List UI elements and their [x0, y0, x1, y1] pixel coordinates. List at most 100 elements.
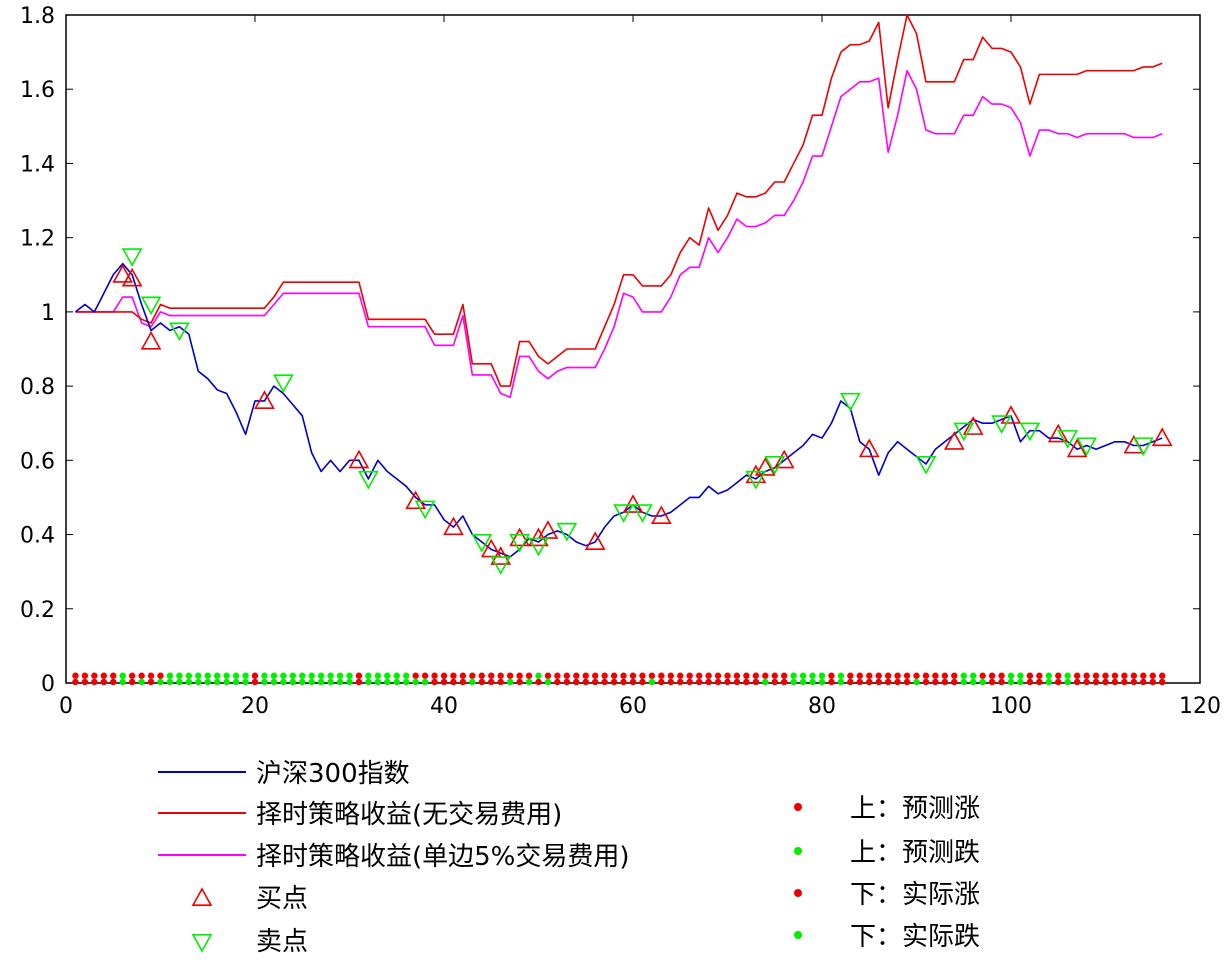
buy-marker	[1151, 427, 1173, 447]
lower-dot	[582, 678, 589, 686]
upper-dot	[157, 672, 164, 679]
x-axis: 0 20 40 60 80 100 120	[59, 15, 1221, 719]
series-lines	[74, 14, 1163, 558]
upper-dot	[610, 672, 618, 679]
upper-dot	[695, 672, 703, 679]
lower-dot	[818, 678, 826, 686]
lower-dot	[128, 678, 136, 686]
upper-dot	[1045, 672, 1053, 679]
legend-label-upper-up: 上：预测涨	[850, 794, 980, 824]
upper-dot	[866, 672, 873, 679]
x-tick-label: 120	[1179, 694, 1221, 719]
legend-swatch-upper-down	[794, 847, 802, 855]
lower-dot	[1121, 678, 1128, 686]
lower-dot	[762, 678, 769, 686]
lower-dot	[289, 678, 296, 686]
upper-dot	[554, 672, 561, 679]
upper-dot	[951, 672, 958, 679]
sell-marker	[414, 500, 436, 520]
upper-dot	[1036, 672, 1043, 679]
lower-dot	[412, 678, 419, 686]
upper-dot	[251, 672, 259, 679]
lower-dot	[91, 678, 98, 686]
lower-dot	[450, 678, 457, 686]
lower-dot	[1064, 678, 1071, 686]
lower-dot	[752, 678, 760, 686]
lower-dot	[573, 678, 580, 686]
buy-marker	[405, 490, 427, 510]
lower-dot	[317, 678, 325, 686]
lower-dot	[440, 678, 448, 686]
upper-dot	[128, 672, 136, 679]
y-tick-label: 1.4	[20, 152, 55, 177]
upper-dot	[1111, 672, 1119, 679]
lower-dot	[960, 678, 967, 686]
lower-dot	[799, 678, 807, 686]
lower-dot	[743, 678, 750, 686]
upper-dot	[81, 672, 89, 679]
legend-label-sell: 卖点	[256, 927, 308, 957]
upper-dot	[506, 672, 514, 679]
lower-dot	[884, 678, 892, 686]
buy-marker	[773, 449, 795, 469]
upper-dot	[280, 672, 287, 679]
lower-dot	[119, 678, 126, 686]
upper-dot	[828, 672, 835, 679]
y-tick-label: 0.6	[20, 449, 55, 474]
sell-marker	[991, 415, 1012, 434]
lower-dot	[110, 678, 117, 686]
upper-dot	[488, 672, 495, 679]
upper-dot	[582, 672, 589, 679]
y-tick-label: 0.4	[20, 524, 55, 549]
y-tick-label: 0.2	[20, 598, 55, 623]
upper-dot	[384, 672, 391, 679]
upper-dot	[214, 672, 221, 679]
upper-dot	[166, 672, 174, 679]
lower-dot	[421, 678, 429, 686]
lower-dot	[1073, 678, 1081, 686]
sell-marker	[358, 470, 379, 490]
lower-dot	[393, 678, 400, 686]
upper-dot	[440, 672, 448, 679]
upper-dot	[960, 672, 967, 679]
y-tick-label: 0.8	[20, 375, 55, 400]
upper-dot	[941, 672, 949, 679]
upper-dot	[601, 672, 608, 679]
lower-dot	[365, 678, 372, 686]
y-tick-label: 0	[41, 672, 55, 697]
upper-dot	[970, 672, 977, 679]
upper-dot	[336, 672, 344, 679]
lower-dot	[251, 678, 259, 686]
upper-dot	[1092, 672, 1100, 679]
upper-dot	[91, 672, 98, 679]
lower-dot	[1055, 678, 1062, 686]
lower-dot	[1017, 678, 1024, 686]
upper-dot	[648, 672, 656, 679]
sell-marker	[764, 456, 786, 475]
upper-dot	[884, 672, 892, 679]
lower-dot	[733, 678, 741, 686]
upper-dot	[270, 672, 278, 679]
lower-dot	[204, 678, 211, 686]
upper-dot	[365, 672, 372, 679]
lower-dot	[242, 678, 249, 686]
upper-dot	[620, 672, 627, 679]
sell-marker	[272, 374, 294, 394]
legend-right: 上：预测涨 上：预测跌 下：实际涨 下：实际跌	[794, 794, 980, 952]
lower-dot	[875, 678, 882, 686]
upper-dot	[875, 672, 882, 679]
sell-marker	[1057, 430, 1079, 449]
upper-dot	[459, 672, 467, 679]
lower-dot	[535, 678, 542, 686]
sell-marker	[745, 470, 767, 490]
lower-dot	[714, 678, 722, 686]
lower-dot	[856, 678, 863, 686]
upper-dot	[374, 672, 382, 679]
upper-dot	[1121, 672, 1128, 679]
sell-marker	[613, 504, 634, 523]
lower-dot	[214, 678, 221, 686]
buy-marker	[112, 264, 134, 283]
lower-dot	[601, 678, 608, 686]
buy-marker	[1066, 438, 1088, 458]
lower-dot	[72, 678, 79, 686]
